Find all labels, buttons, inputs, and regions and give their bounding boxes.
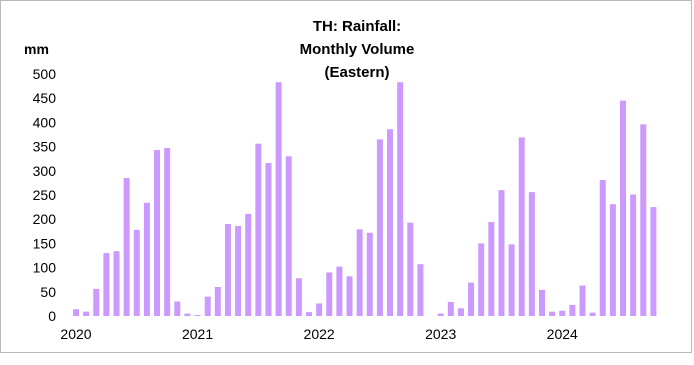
bar	[154, 149, 161, 316]
x-axis-ticks: 2020 2021 2022 2023 2024	[60, 326, 578, 342]
y-tick-label: 450	[33, 90, 57, 106]
bar	[123, 178, 130, 316]
bar	[113, 251, 120, 316]
bar	[609, 204, 616, 316]
bar	[184, 313, 191, 316]
bar	[538, 289, 545, 316]
bar	[224, 224, 231, 316]
bar	[174, 301, 181, 316]
bar	[143, 202, 150, 316]
bar	[549, 311, 556, 316]
bar	[73, 309, 79, 316]
bar	[194, 315, 201, 316]
bar	[133, 229, 140, 316]
bar	[498, 190, 505, 316]
y-tick-label: 350	[33, 139, 57, 155]
bar	[528, 192, 535, 316]
x-tick-label: 2023	[425, 326, 456, 342]
chart-title-line-2: Monthly Volume	[300, 41, 415, 58]
y-axis-ticks: 0 50 100 150 200 250 300 350 400 450 500	[33, 66, 57, 324]
bar	[599, 180, 606, 316]
bar	[93, 288, 100, 316]
bar	[255, 143, 262, 316]
chart-title-line-1: TH: Rainfall:	[313, 18, 401, 35]
x-tick-label: 2020	[60, 326, 91, 342]
bar	[326, 272, 333, 316]
bar	[295, 278, 302, 316]
bar	[366, 232, 373, 316]
bar	[407, 222, 414, 316]
bar	[285, 156, 292, 316]
chart-title-line-3: (Eastern)	[324, 64, 389, 81]
bar	[103, 253, 110, 316]
y-tick-label: 50	[40, 284, 56, 300]
x-tick-label: 2022	[304, 326, 335, 342]
bar	[387, 129, 394, 316]
y-axis-label: mm	[24, 41, 49, 57]
bar	[265, 163, 272, 316]
bar	[356, 229, 363, 316]
bar	[245, 213, 252, 316]
bar	[316, 303, 323, 316]
bar	[579, 285, 586, 316]
chart-frame: TH: Rainfall: Monthly Volume (Eastern) m…	[0, 0, 692, 353]
bar	[376, 139, 383, 316]
x-tick-label: 2021	[182, 326, 213, 342]
x-tick-label: 2024	[547, 326, 578, 342]
bar	[305, 312, 312, 316]
bar	[589, 312, 596, 316]
bar	[620, 100, 627, 317]
bar	[559, 310, 566, 316]
bar	[164, 148, 171, 316]
bar	[447, 301, 454, 316]
y-tick-label: 250	[33, 187, 57, 203]
bar	[437, 313, 444, 316]
bar	[214, 286, 221, 316]
bar	[488, 222, 495, 316]
bar	[518, 137, 525, 316]
bar	[457, 308, 464, 316]
bar	[468, 282, 475, 316]
bar	[569, 304, 576, 316]
bar	[83, 311, 90, 316]
bars	[73, 82, 657, 317]
y-tick-label: 500	[33, 66, 57, 82]
y-tick-label: 0	[48, 308, 56, 324]
bar	[235, 225, 242, 316]
bar	[650, 207, 657, 316]
y-tick-label: 100	[33, 260, 57, 276]
y-tick-label: 200	[33, 211, 57, 227]
bar	[417, 264, 424, 316]
bar	[508, 244, 515, 316]
bar	[204, 296, 211, 316]
y-tick-label: 400	[33, 114, 57, 130]
rainfall-chart: TH: Rainfall: Monthly Volume (Eastern) m…	[24, 18, 657, 342]
y-tick-label: 300	[33, 163, 57, 179]
bar	[336, 266, 343, 316]
bar	[346, 276, 353, 316]
bar	[630, 194, 637, 316]
bar	[640, 124, 647, 316]
bar	[478, 243, 485, 316]
bar	[275, 82, 282, 316]
bar	[397, 82, 404, 316]
y-tick-label: 150	[33, 235, 57, 251]
